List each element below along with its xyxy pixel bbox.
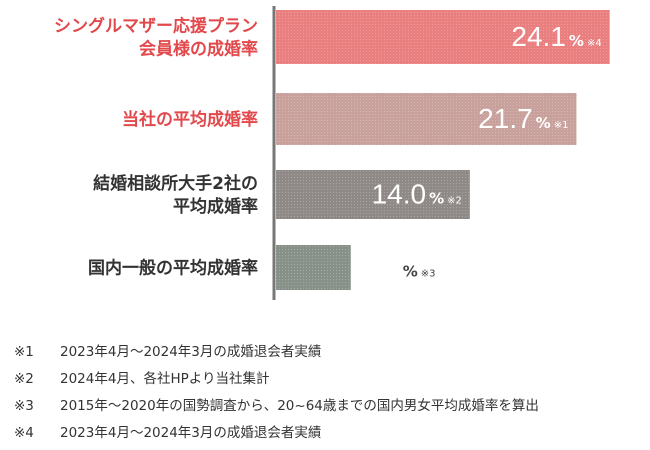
footnote-3: ※3 2015年〜2020年の国勢調査から、20~64歳までの国内男女平均成婚率を… <box>14 393 539 420</box>
bar-texture <box>276 170 470 219</box>
footnote-mark: ※4 <box>14 425 34 441</box>
bar-texture <box>276 245 351 290</box>
bar-chart: シングルマザー応援プラン会員様の成婚率 24.1% ※4 当社の平均成婚率 21.7% ※… <box>54 6 610 300</box>
category-label: 結婚相談所大手2社の平均成婚率 <box>93 173 258 217</box>
footnote-2: ※2 2024年4月、各社HPより当社集計 <box>14 366 539 393</box>
footnote-text: 2015年〜2020年の国勢調査から、20~64歳までの国内男女平均成婚率を算出 <box>60 398 539 414</box>
category-label: 当社の平均成婚率 <box>122 109 258 130</box>
footnote-mark: ※1 <box>14 344 34 360</box>
category-label: 国内一般の平均成婚率 <box>88 258 258 279</box>
value-label: 21.7% ※1 <box>478 103 568 134</box>
footnote-mark: ※2 <box>14 371 34 387</box>
value-label: 14.0% ※2 <box>372 179 462 210</box>
category-label: シングルマザー応援プラン会員様の成婚率 <box>54 16 258 60</box>
value-label: 5.4% ※3 <box>361 252 436 283</box>
bar-texture <box>276 10 610 64</box>
footnote-text: 2023年4月〜2024年3月の成婚退会者実績 <box>60 425 322 441</box>
footnote-1: ※1 2023年4月〜2024年3月の成婚退会者実績 <box>14 339 539 366</box>
footnote-text: 2024年4月、各社HPより当社集計 <box>60 371 270 387</box>
value-label: 24.1% ※4 <box>511 21 601 52</box>
footnote-4: ※4 2023年4月〜2024年3月の成婚退会者実績 <box>14 420 539 447</box>
footnotes: ※1 2023年4月〜2024年3月の成婚退会者実績 ※2 2024年4月、各社HP… <box>14 339 539 447</box>
bar-texture <box>276 93 577 145</box>
footnote-mark: ※3 <box>14 398 34 414</box>
footnote-text: 2023年4月〜2024年3月の成婚退会者実績 <box>60 344 322 360</box>
